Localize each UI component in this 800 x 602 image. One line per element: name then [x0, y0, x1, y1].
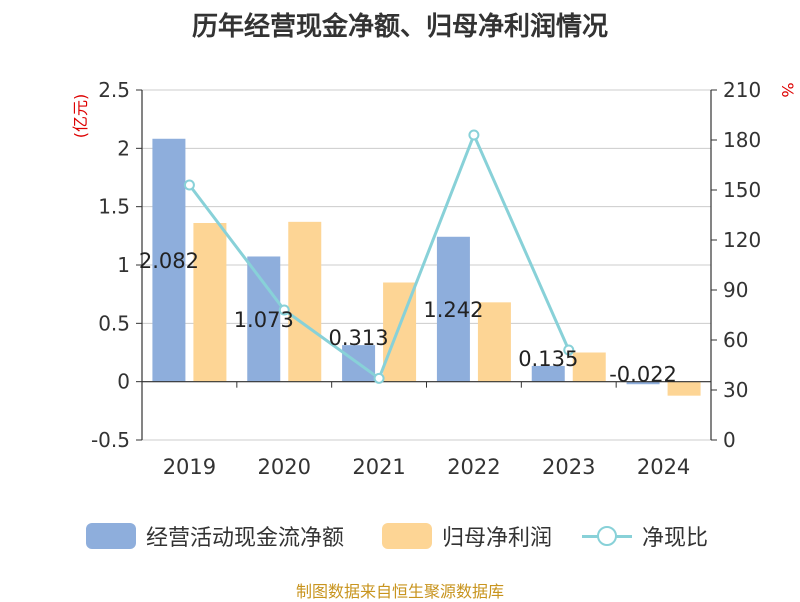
- legend-label-cash: 经营活动现金流净额: [146, 526, 345, 551]
- chart-plot: 2.082 1.073 0.313 1.242 0.135 -0.022 -0.5 0 0.5…: [71, 78, 797, 479]
- y-axis-unit: (亿元): [71, 94, 90, 139]
- chart-title: 历年经营现金净额、归母净利润情况: [191, 12, 608, 42]
- y-tick-label: 2: [117, 136, 130, 160]
- bar-cash-2019: [152, 138, 186, 382]
- bar-cash-2022: [436, 236, 470, 382]
- bar-cash-2023: [531, 365, 565, 382]
- x-tick-label-2023: 2023: [542, 455, 595, 479]
- y-tick-label: -0.5: [91, 428, 130, 452]
- ratio-point: [468, 129, 480, 141]
- y-tick-label: 0.5: [98, 311, 130, 335]
- y-tick-label: 1: [117, 253, 130, 277]
- bar-profit-2020: [288, 221, 322, 382]
- bar-profit-2022: [477, 302, 511, 382]
- y2-axis-unit: %: [778, 82, 797, 97]
- bar-profit-2019: [193, 223, 227, 382]
- ratio-line-series: [183, 129, 575, 384]
- y2-tick-label: 30: [723, 378, 748, 402]
- legend-label-ratio: 净现比: [642, 526, 709, 551]
- data-label-cash-2019: 2.082: [139, 249, 199, 273]
- tick-labels: -0.5 0 0.5 1 1.5 2 2.5 0 30 60 90 120 150 180 210 2019 2…: [91, 78, 761, 479]
- x-tick-label-2024: 2024: [637, 455, 690, 479]
- bar-profit-2024: [667, 381, 701, 396]
- y2-tick-label: 120: [723, 228, 761, 252]
- data-label-cash-2023: 0.135: [518, 347, 578, 371]
- y2-tick-label: 0: [723, 428, 736, 452]
- legend-swatch-cash: [86, 523, 136, 549]
- bar-profit-2023: [572, 352, 606, 382]
- y2-tick-label: 150: [723, 178, 761, 202]
- axes: [136, 89, 717, 441]
- y-tick-label: 2.5: [98, 78, 130, 102]
- bar-series: [152, 138, 701, 396]
- y2-tick-label: 90: [723, 278, 748, 302]
- legend-swatch-ratio: [582, 523, 632, 549]
- ratio-point: [278, 304, 290, 316]
- bar-cash-2024: [626, 381, 660, 385]
- legend: 经营活动现金流净额 归母净利润 净现比: [0, 516, 800, 556]
- bar-cash-2020: [247, 256, 281, 382]
- legend-item-cash[interactable]: 经营活动现金流净额: [86, 516, 344, 556]
- ratio-point: [183, 179, 195, 191]
- y2-tick-label: 210: [723, 78, 761, 102]
- data-labels: 2.082 1.073 0.313 1.242 0.135 -0.022: [139, 249, 677, 386]
- y-tick-label: 1.5: [98, 195, 130, 219]
- source-note: 制图数据来自恒生聚源数据库: [295, 582, 504, 601]
- data-label-cash-2024: -0.022: [609, 363, 677, 387]
- legend-item-profit[interactable]: 归母净利润: [382, 516, 552, 556]
- y2-tick-label: 180: [723, 128, 761, 152]
- ratio-point: [373, 372, 385, 384]
- legend-swatch-profit: [382, 523, 432, 549]
- legend-item-ratio[interactable]: 净现比: [582, 516, 708, 556]
- x-tick-label-2020: 2020: [258, 455, 311, 479]
- data-label-cash-2022: 1.242: [423, 298, 483, 322]
- x-tick-label-2022: 2022: [447, 455, 500, 479]
- y-tick-label: 0: [117, 370, 130, 394]
- legend-label-profit: 归母净利润: [442, 526, 553, 551]
- x-tick-label-2021: 2021: [352, 455, 405, 479]
- x-tick-label-2019: 2019: [163, 455, 216, 479]
- y2-tick-label: 60: [723, 328, 748, 352]
- ratio-point: [563, 344, 575, 356]
- data-label-cash-2020: 1.073: [234, 308, 294, 332]
- data-label-cash-2021: 0.313: [329, 326, 389, 350]
